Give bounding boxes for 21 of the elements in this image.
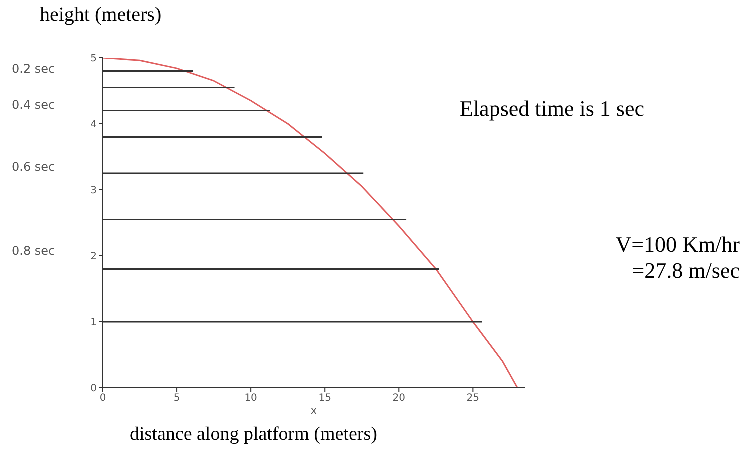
text: 0.6 sec <box>12 160 56 174</box>
x-tick-label: 25 <box>466 393 480 404</box>
y-axis-title: height (meters) <box>40 4 162 27</box>
x-tick-label: 15 <box>318 393 332 404</box>
x-tick-label: 0 <box>100 393 106 404</box>
y-tick-label: 2 <box>90 252 97 263</box>
text: 0.2 sec <box>12 62 56 76</box>
y-tick-label: 3 <box>90 186 97 197</box>
x-tick-label: 10 <box>244 393 258 404</box>
x-tick-label: 5 <box>174 393 180 404</box>
text: 0.8 sec <box>12 244 56 258</box>
x-tick-label: 20 <box>392 393 406 404</box>
y-tick-label: 4 <box>90 120 97 131</box>
text: distance along platform (meters) <box>130 424 378 446</box>
y-tick-label: 0 <box>90 384 97 395</box>
text: V=100 Km/hr =27.8 m/sec <box>614 232 740 284</box>
y-tick-label: 5 <box>90 54 97 65</box>
text: 0.4 sec <box>12 98 56 112</box>
x-axis-title: x <box>311 406 318 417</box>
y-tick-label: 1 <box>90 318 97 329</box>
annotation: Elapsed time is 1 sec <box>460 96 645 122</box>
